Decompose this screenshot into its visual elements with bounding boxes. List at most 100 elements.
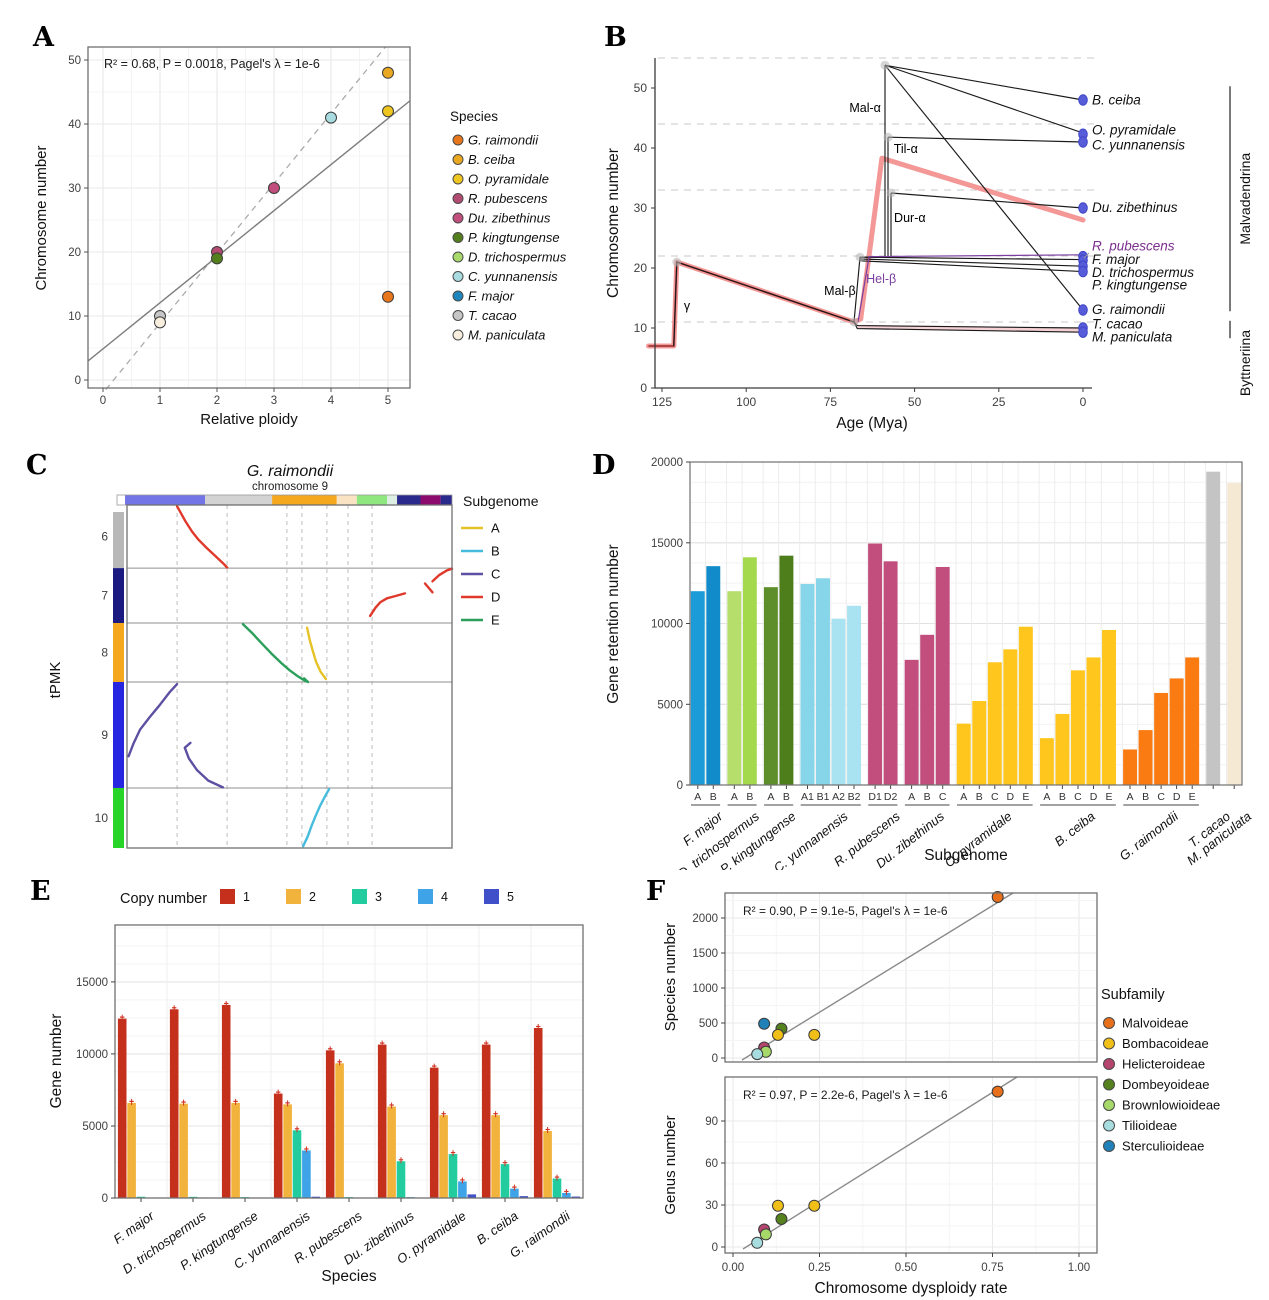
bar-OpyramidaleB xyxy=(972,701,987,785)
data-point xyxy=(991,891,1004,903)
legend-swatch xyxy=(286,889,301,904)
subgenome-letter: A xyxy=(1043,791,1050,803)
legend-label: E xyxy=(491,613,500,628)
clade-label: Malvadendrina xyxy=(1237,153,1253,245)
tip-label: O. pyramidale xyxy=(1092,123,1176,138)
wgd-node xyxy=(886,188,896,198)
bar-Tcacao xyxy=(1206,471,1221,785)
bar-copy1 xyxy=(273,1093,283,1198)
y-axis-label: Chromosome number xyxy=(33,145,50,290)
tip-dot xyxy=(1078,202,1088,214)
bar-Mpaniculata xyxy=(1227,482,1242,785)
synteny-curve-A xyxy=(305,626,328,681)
subgenome-letter: B2 xyxy=(848,791,861,803)
x-axis-label: Relative ploidy xyxy=(200,411,298,428)
svg-text:50: 50 xyxy=(68,55,81,67)
data-point xyxy=(991,1085,1004,1098)
tip-dot xyxy=(1078,265,1088,278)
bar-BceibaA xyxy=(1039,738,1054,785)
legend-label: T. cacao xyxy=(468,308,517,323)
svg-text:0: 0 xyxy=(712,1053,718,1065)
subgenome-letter: E xyxy=(1106,791,1113,803)
y-axis-label: Genus number xyxy=(662,1115,679,1214)
svg-text:0.25: 0.25 xyxy=(808,1262,830,1274)
legend-swatch xyxy=(1103,1017,1115,1029)
chromosome-band xyxy=(113,681,124,788)
svg-text:0: 0 xyxy=(712,1242,718,1254)
plot-title: G. raimondii xyxy=(247,463,334,480)
y-axis-label: Species number xyxy=(662,923,679,1031)
svg-text:50: 50 xyxy=(634,81,648,95)
legend-label: Du. zibethinus xyxy=(468,211,551,226)
chromosome-band xyxy=(113,505,124,569)
subgenome-letter: B xyxy=(783,791,790,803)
bar-FmajorB xyxy=(706,566,721,785)
bar-copy5 xyxy=(571,1196,581,1198)
subgenome-letter: A xyxy=(960,791,967,803)
legend-label: Dombeyoideae xyxy=(1122,1077,1209,1092)
bar-OpyramidaleD xyxy=(1003,649,1018,785)
svg-text:2: 2 xyxy=(214,395,220,407)
wgd-node xyxy=(883,132,893,142)
legend-title: Copy number xyxy=(120,891,207,907)
wgd-node xyxy=(672,257,682,267)
panel-a-scatter-ploidy: 0 1 2 3 4 5 0 10 20 30 40 50 R² = 0.68, P = 0.0018, … xyxy=(30,20,590,445)
legend-swatch xyxy=(220,889,235,904)
row-label: 7 xyxy=(101,589,108,603)
chromosome-band xyxy=(113,787,124,848)
subgenome-letter: A xyxy=(694,791,701,803)
legend-label: M. paniculata xyxy=(468,328,545,343)
legend-swatch xyxy=(452,212,464,224)
event-label: Til-α xyxy=(894,142,918,156)
bar-copy2 xyxy=(335,1063,344,1198)
stats-annotation: R² = 0.90, P = 9.1e-5, Pagel's λ = 1e-6 xyxy=(743,904,948,918)
subgenome-letter: C xyxy=(1074,791,1082,803)
legend-title: Species xyxy=(450,109,498,124)
subgenome-letter: C xyxy=(991,791,999,803)
bar-copy5 xyxy=(519,1196,529,1198)
legend-swatch xyxy=(452,251,464,263)
bar-CyunnanensisB1 xyxy=(816,578,830,785)
bar-RpubescensD1 xyxy=(868,543,883,785)
legend-label: 5 xyxy=(507,890,514,904)
event-label: Mal-β xyxy=(824,284,856,298)
bar-CyunnanensisA2 xyxy=(831,618,846,785)
legend-label: B. ceiba xyxy=(468,152,515,167)
bar-copy2 xyxy=(283,1104,292,1198)
svg-text:0: 0 xyxy=(677,780,683,792)
legend-swatch xyxy=(1103,1037,1115,1050)
subgenome-letter: D2 xyxy=(884,791,898,803)
row-label: 9 xyxy=(101,728,108,742)
top-chromosome-segment xyxy=(272,495,337,505)
legend-label: 4 xyxy=(441,890,448,904)
ancestral-karyotype-red-line xyxy=(646,155,1086,349)
legend-swatch xyxy=(352,889,367,904)
svg-text:1: 1 xyxy=(157,395,163,407)
synteny-curve-D xyxy=(431,567,454,583)
panel-d-label: D xyxy=(592,450,616,481)
bar-copy5 xyxy=(467,1194,477,1198)
stats-annotation: R² = 0.68, P = 0.0018, Pagel's λ = 1e-6 xyxy=(104,57,320,71)
phylogeny-branch xyxy=(859,260,1084,273)
bar-copy3 xyxy=(448,1154,458,1198)
legend-swatch xyxy=(1103,1140,1115,1152)
bar-copy2 xyxy=(127,1102,136,1198)
legend-label: Helicteroideae xyxy=(1122,1057,1205,1072)
bar-copy1 xyxy=(481,1044,491,1198)
bar-BceibaE xyxy=(1102,629,1116,785)
svg-text:0: 0 xyxy=(100,395,106,407)
bar-copy1 xyxy=(169,1009,179,1198)
subgenome-letter: C xyxy=(1157,791,1165,803)
phylogeny-branch xyxy=(859,256,1084,261)
legend-label: O. pyramidale xyxy=(468,172,549,187)
subgenome-letter: D1 xyxy=(868,791,882,803)
y-axis-label: tPMK xyxy=(47,662,64,699)
event-label: Dur-α xyxy=(894,211,926,225)
row-label: 6 xyxy=(101,530,108,544)
event-label: Hel-β xyxy=(866,272,896,286)
label-pointer xyxy=(1083,252,1090,259)
bar-copy4 xyxy=(302,1150,311,1198)
legend-swatch xyxy=(452,154,464,165)
